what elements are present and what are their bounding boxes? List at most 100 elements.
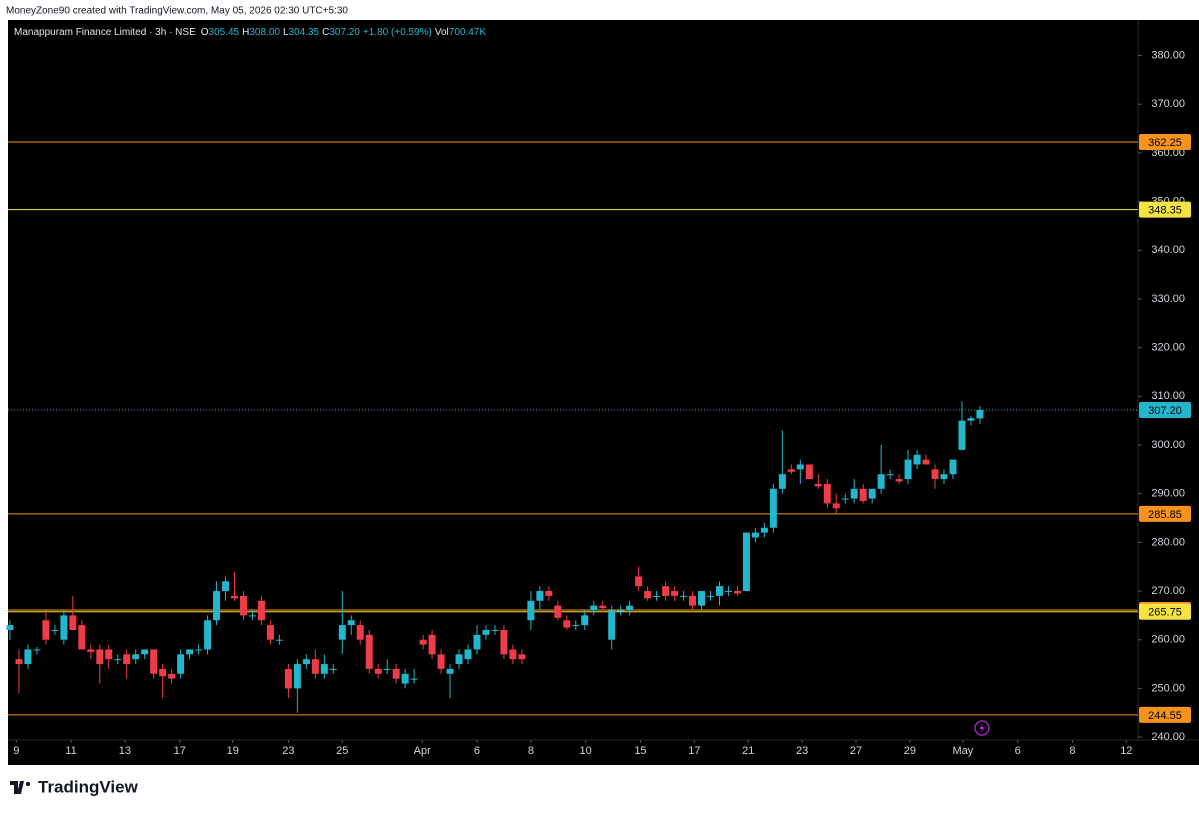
price-badge bbox=[1139, 603, 1191, 620]
candle-body bbox=[464, 649, 472, 660]
y-tick-label: 280.00 bbox=[1151, 536, 1185, 548]
candle-body bbox=[455, 654, 463, 665]
candle-body bbox=[105, 649, 113, 660]
candle-body bbox=[6, 625, 14, 630]
y-tick-label: 330.00 bbox=[1151, 293, 1185, 305]
candle-body bbox=[473, 634, 481, 650]
x-tick-label: 19 bbox=[227, 745, 239, 757]
candle-body bbox=[545, 591, 553, 596]
candle-body bbox=[662, 586, 670, 596]
candle-body bbox=[509, 649, 517, 660]
candle-body bbox=[823, 483, 831, 504]
candle-body bbox=[554, 605, 562, 618]
alert-icon bbox=[974, 720, 990, 736]
price-badge bbox=[1139, 133, 1191, 150]
price-badge-label: 348.35 bbox=[1148, 205, 1182, 217]
price-badge-label: 285.85 bbox=[1148, 509, 1182, 521]
candle-body bbox=[347, 620, 355, 626]
legend-field-value: 307.20 bbox=[329, 27, 360, 38]
x-tick-label: 6 bbox=[474, 745, 480, 757]
x-tick-label: 17 bbox=[174, 745, 186, 757]
candle-body bbox=[653, 595, 661, 597]
x-tick-label: 11 bbox=[65, 745, 76, 757]
candle-body bbox=[958, 420, 966, 450]
candle-body bbox=[114, 659, 122, 661]
candle-body bbox=[311, 659, 319, 674]
candle-body bbox=[186, 649, 194, 655]
y-tick-label: 240.00 bbox=[1151, 731, 1185, 743]
candle-body bbox=[518, 654, 526, 660]
x-tick-label: 12 bbox=[1120, 745, 1132, 757]
candle-body bbox=[733, 591, 741, 594]
candle-body bbox=[895, 479, 903, 482]
candle-body bbox=[374, 668, 382, 674]
y-tick-label: 370.00 bbox=[1151, 98, 1185, 110]
candle-body bbox=[563, 620, 571, 628]
candle-body bbox=[428, 634, 436, 655]
candle-body bbox=[590, 605, 598, 611]
candle-body bbox=[904, 459, 912, 480]
candle-body bbox=[841, 498, 849, 500]
candle-body bbox=[51, 629, 59, 631]
x-tick-label: 25 bbox=[336, 745, 348, 757]
y-tick-label: 270.00 bbox=[1151, 585, 1185, 597]
candle-body bbox=[680, 595, 688, 597]
candle-body bbox=[814, 483, 822, 487]
candle-body bbox=[500, 629, 508, 655]
candle-body bbox=[536, 591, 544, 601]
x-tick-label: 15 bbox=[634, 745, 646, 757]
candle-body bbox=[931, 469, 939, 480]
x-tick-label: Apr bbox=[414, 745, 431, 757]
x-tick-label: 17 bbox=[688, 745, 700, 757]
candle-body bbox=[266, 625, 274, 640]
candle-body bbox=[760, 527, 768, 533]
candle-body bbox=[338, 625, 346, 640]
x-tick-label: 10 bbox=[580, 745, 592, 757]
candle-body bbox=[329, 668, 337, 670]
candle-body bbox=[949, 459, 957, 475]
candle-body bbox=[132, 654, 140, 660]
x-tick-label: 6 bbox=[1015, 745, 1021, 757]
legend-field-label: H bbox=[242, 27, 249, 38]
candle-body bbox=[976, 409, 984, 419]
tv-logo bbox=[10, 781, 31, 794]
x-tick-label: 27 bbox=[850, 745, 862, 757]
candle-body bbox=[626, 605, 634, 611]
legend-symbol: Manappuram Finance Limited · 3h · NSE bbox=[14, 27, 196, 38]
legend: Manappuram Finance Limited · 3h · NSE O30… bbox=[14, 27, 486, 38]
candle-body bbox=[724, 591, 732, 593]
candle-body bbox=[850, 488, 858, 499]
x-tick-label: 8 bbox=[528, 745, 534, 757]
candle-body bbox=[168, 673, 176, 679]
price-badge bbox=[1139, 706, 1191, 723]
candle-body bbox=[231, 595, 239, 599]
candle-body bbox=[275, 639, 283, 641]
candle-body bbox=[33, 649, 41, 651]
x-tick-label: May bbox=[952, 745, 973, 757]
candle-body bbox=[707, 595, 715, 597]
candle-body bbox=[302, 659, 310, 665]
price-badge-label: 362.25 bbox=[1148, 137, 1182, 149]
legend-change: +1.80 (+0.59%) bbox=[363, 27, 432, 38]
candle-body bbox=[527, 600, 535, 621]
candle-body bbox=[868, 488, 876, 499]
y-tick-label: 380.00 bbox=[1151, 49, 1185, 61]
candle-body bbox=[599, 605, 607, 609]
candle-body bbox=[356, 625, 364, 640]
price-badge-label: 265.75 bbox=[1148, 607, 1182, 619]
price-badge bbox=[1139, 201, 1191, 218]
candle-body bbox=[635, 576, 643, 587]
candle-body bbox=[572, 625, 580, 627]
candle-body bbox=[150, 649, 158, 674]
candle-body bbox=[177, 654, 185, 674]
candle-body bbox=[383, 668, 391, 670]
candle-body bbox=[195, 649, 203, 651]
legend-vol-value: 700.47K bbox=[449, 27, 487, 38]
candle-body bbox=[671, 591, 679, 596]
candle-body bbox=[159, 668, 167, 677]
candle-body bbox=[805, 464, 813, 480]
candle-body bbox=[617, 610, 625, 612]
candle-body bbox=[257, 600, 265, 621]
